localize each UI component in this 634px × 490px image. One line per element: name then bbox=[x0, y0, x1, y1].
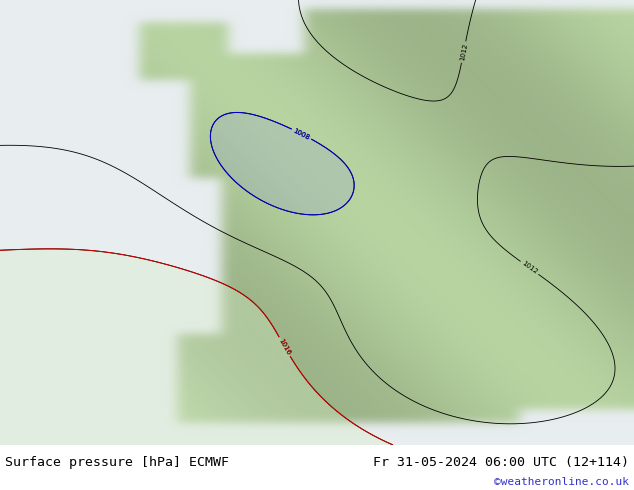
Text: 1016: 1016 bbox=[278, 338, 292, 356]
Text: ©weatheronline.co.uk: ©weatheronline.co.uk bbox=[494, 477, 629, 487]
Text: Fr 31-05-2024 06:00 UTC (12+114): Fr 31-05-2024 06:00 UTC (12+114) bbox=[373, 456, 629, 468]
Text: 1012: 1012 bbox=[459, 43, 469, 61]
Text: 1008: 1008 bbox=[292, 127, 311, 141]
Text: 1012: 1012 bbox=[521, 260, 538, 275]
Text: 1016: 1016 bbox=[278, 338, 292, 356]
Text: Surface pressure [hPa] ECMWF: Surface pressure [hPa] ECMWF bbox=[5, 456, 229, 468]
Text: 1008: 1008 bbox=[292, 127, 311, 141]
